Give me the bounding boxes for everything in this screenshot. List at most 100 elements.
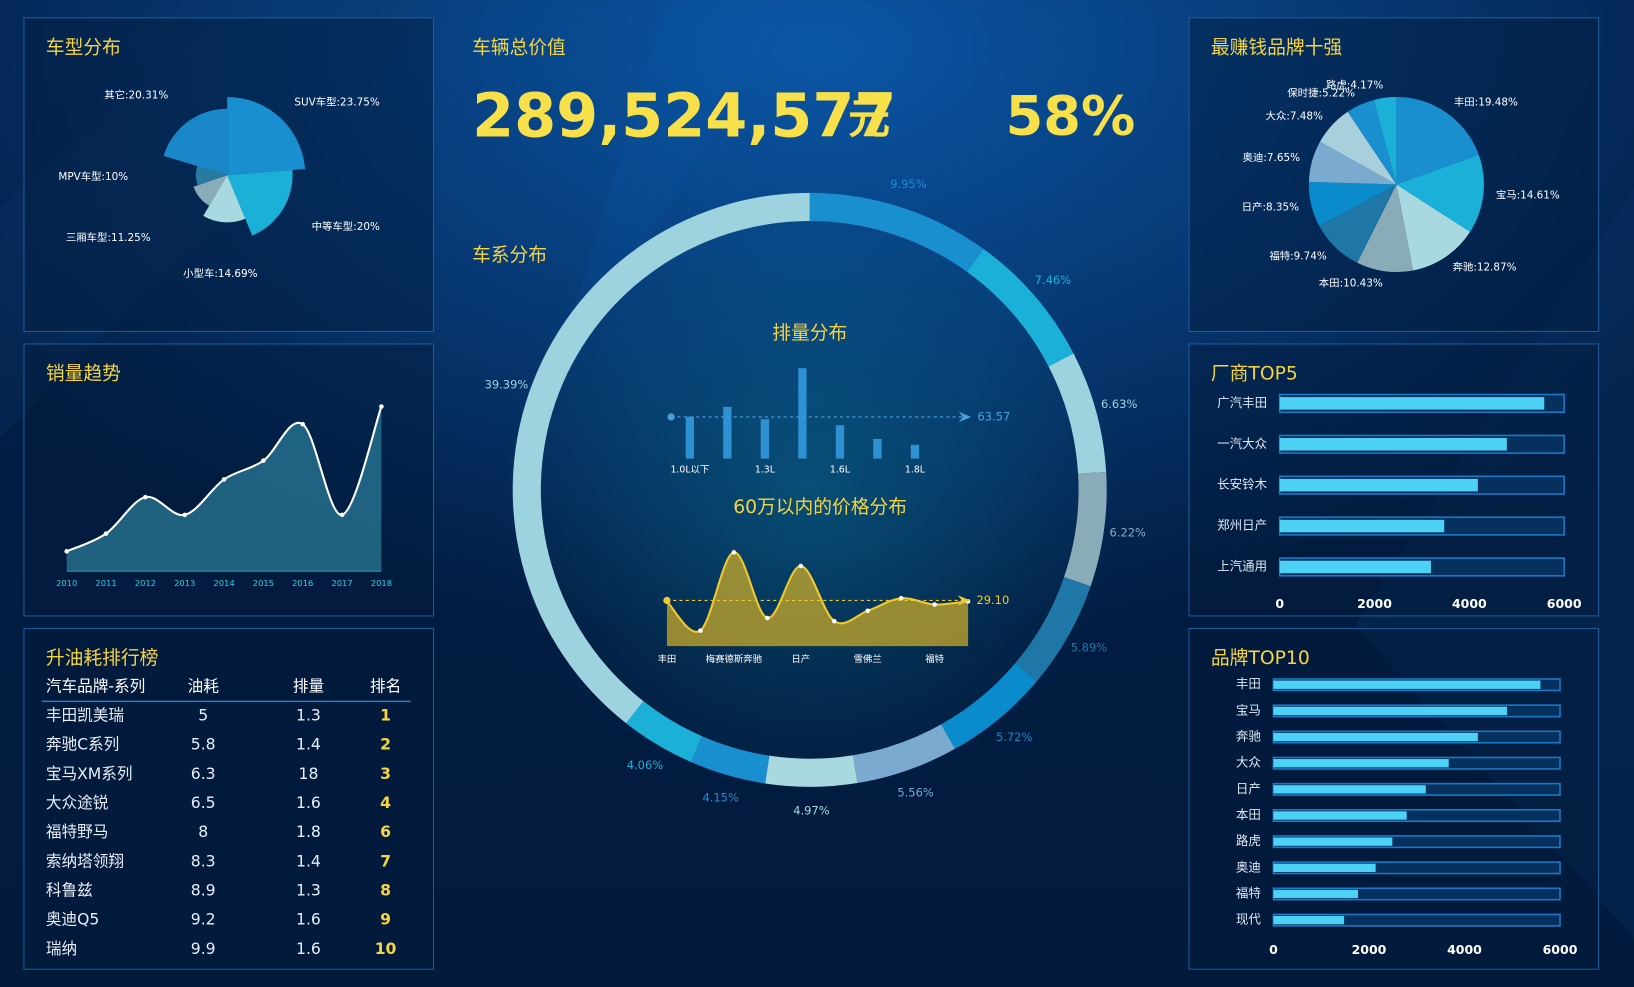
table-cell: 奥迪Q5	[46, 910, 100, 929]
point	[143, 494, 148, 500]
bar	[798, 368, 807, 459]
table-cell: 9	[380, 910, 391, 929]
bar	[1279, 560, 1431, 574]
table-header: 排名	[370, 676, 401, 695]
slice-label: 其它:20.31%	[104, 89, 168, 102]
x-tick-label: 丰田	[658, 653, 677, 665]
bar	[1273, 889, 1358, 899]
y-tick-label: 本田	[1236, 807, 1261, 822]
donut-slice	[967, 249, 1074, 367]
table-cell: 4	[380, 793, 391, 812]
donut-slice	[809, 192, 984, 272]
point	[221, 477, 227, 482]
bar	[1279, 478, 1478, 492]
point	[798, 563, 804, 569]
pie-slice	[1319, 184, 1397, 263]
y-tick-label: 宝马	[1236, 702, 1261, 717]
point	[182, 512, 188, 518]
x-tick-label: 6000	[1547, 596, 1582, 611]
x-tick-label: 1.0L以下	[670, 465, 709, 476]
donut-slice	[941, 663, 1037, 749]
pie-slice	[227, 96, 306, 176]
slice-label: 5.56%	[897, 785, 934, 799]
table-cell: 1.3	[296, 881, 321, 900]
chart-title: 60万以内的价格分布	[733, 496, 907, 518]
point	[731, 550, 737, 555]
mark-line-label: 29.10	[976, 593, 1009, 607]
bar	[1273, 785, 1426, 794]
panel-title: 品牌TOP10	[1211, 647, 1310, 669]
donut-slice	[690, 736, 770, 784]
pie-slice	[193, 175, 228, 206]
bar	[1273, 915, 1345, 925]
bar	[685, 416, 695, 459]
slice-label: 6.63%	[1101, 397, 1138, 411]
table-cell: 5	[198, 705, 208, 724]
pie-slice	[1373, 96, 1397, 185]
panel-title: 升油耗排行榜	[46, 647, 159, 669]
table-cell: 9.2	[191, 910, 216, 929]
x-tick-label: 2000	[1357, 596, 1392, 611]
x-tick-label: 2012	[135, 578, 156, 588]
slice-label: 5.89%	[1071, 641, 1108, 655]
y-tick-label: 上汽通用	[1217, 558, 1267, 573]
table-cell: 9.9	[191, 939, 216, 958]
point	[698, 628, 703, 633]
donut-slice	[1048, 353, 1107, 474]
bar	[1273, 732, 1478, 742]
y-tick-label: 一汽大众	[1217, 436, 1267, 451]
table-cell: 索纳塔领翔	[46, 851, 124, 870]
slice-label: 保时捷:5.22%	[1287, 86, 1355, 99]
point	[379, 404, 384, 409]
y-tick-label: 广汽丰田	[1217, 395, 1267, 410]
pie-slice	[1347, 99, 1397, 185]
slice-label: 中等车型:20%	[312, 220, 380, 233]
x-tick-label: 0	[1275, 596, 1284, 611]
x-tick-label: 1.6L	[830, 465, 851, 476]
donut-slice	[852, 724, 955, 783]
pie-slice	[203, 175, 246, 223]
pie-slice	[1320, 111, 1397, 185]
table-cell: 1	[380, 705, 391, 724]
bar	[873, 438, 882, 459]
point	[865, 608, 871, 614]
donut-slice	[626, 701, 703, 763]
bar	[760, 419, 770, 459]
table-cell: 18	[299, 764, 319, 783]
donut-slice	[1064, 471, 1107, 587]
y-tick-label: 长安铃木	[1217, 477, 1268, 492]
donut-slice	[512, 192, 810, 724]
chart-title: 车系分布	[472, 244, 547, 266]
y-tick-label: 福特	[1236, 885, 1261, 900]
area	[66, 406, 382, 572]
y-tick-label: 奥迪	[1236, 859, 1261, 874]
bar	[723, 406, 732, 459]
pie-slice	[1357, 184, 1414, 273]
pie-slice	[195, 166, 228, 186]
point	[831, 618, 837, 624]
bar	[1279, 397, 1545, 410]
point	[765, 615, 770, 621]
slice-label: 大众:7.48%	[1266, 110, 1323, 123]
pie-slice	[163, 108, 228, 176]
x-tick-label: 2014	[213, 578, 234, 588]
x-tick-label: 2000	[1352, 942, 1387, 957]
table-cell: 3	[380, 764, 391, 783]
mark-line-arrow	[957, 595, 971, 606]
slice-label: 路虎:4.17%	[1326, 78, 1383, 91]
chart-title: 排量分布	[772, 322, 847, 344]
table-header: 排量	[293, 676, 324, 695]
pie-slice	[1396, 96, 1479, 185]
bar	[1279, 519, 1445, 533]
mark-line-label: 63.57	[977, 409, 1010, 423]
y-tick-label: 日产	[1236, 781, 1261, 796]
mark-line-start	[663, 596, 671, 605]
table-cell: 奔驰C系列	[46, 735, 119, 754]
table-cell: 6.3	[191, 764, 216, 783]
slice-label: 4.06%	[627, 758, 664, 772]
bar	[1273, 680, 1541, 689]
table-cell: 1.4	[296, 851, 321, 870]
mark-line-arrow	[958, 411, 972, 423]
x-tick-label: 日产	[791, 653, 810, 665]
table-header: 汽车品牌-系列	[46, 676, 145, 695]
